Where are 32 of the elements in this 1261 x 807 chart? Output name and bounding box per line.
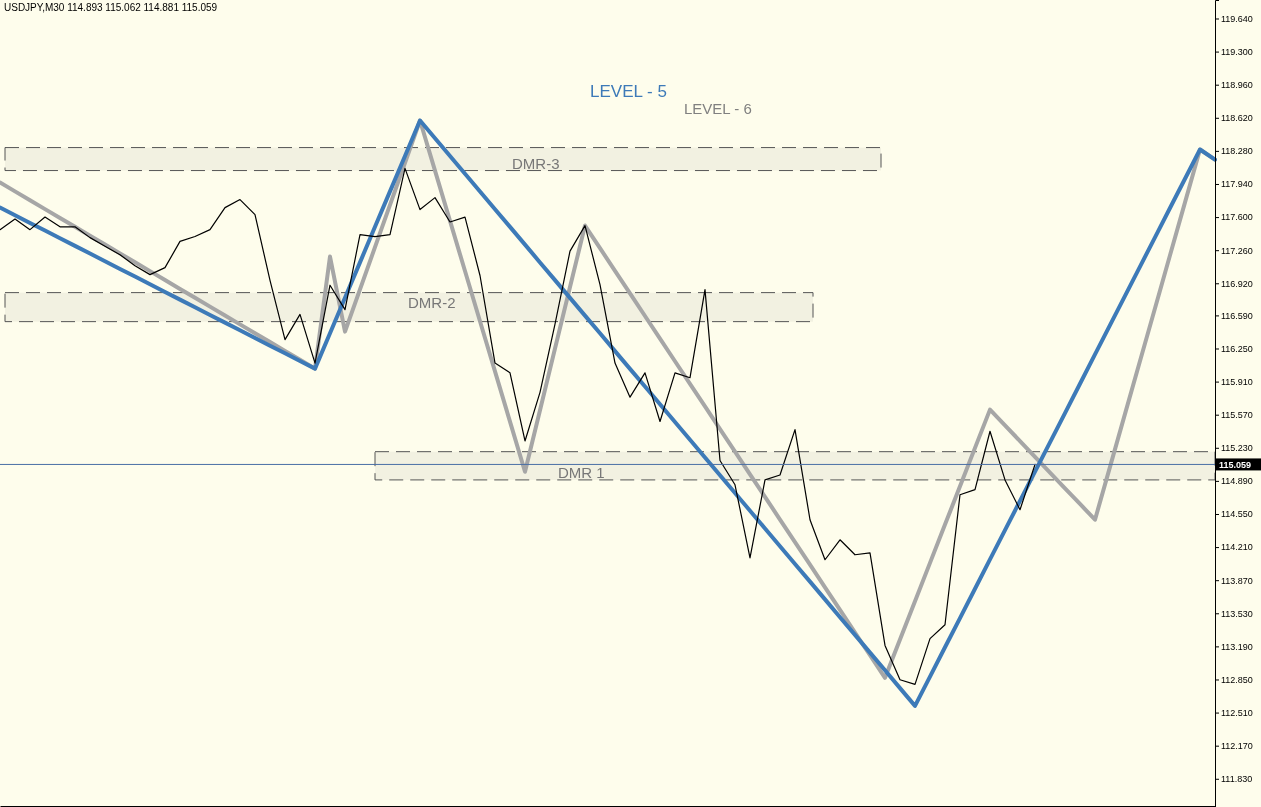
y-tick-label: 115.230 [1221,443,1253,454]
band-label: DMR-3 [512,155,560,172]
y-tick-label: 117.940 [1221,179,1253,190]
y-tick-label: 115.570 [1221,410,1253,421]
y-tick-label: 114.550 [1221,509,1253,520]
y-tick-label: 118.960 [1221,80,1253,91]
band-label: DMR-2 [408,294,456,311]
y-tick-label: 113.870 [1221,575,1253,586]
y-tick-label: 112.850 [1221,674,1253,685]
y-tick-label: 115.910 [1221,376,1253,387]
y-tick-label: 116.920 [1221,278,1253,289]
line-series [0,167,1036,685]
y-tick-label: 112.170 [1221,741,1253,752]
y-tick-label: 113.530 [1221,608,1253,619]
y-tick-label: 116.590 [1221,310,1253,321]
y-tick-label: 113.190 [1221,641,1253,652]
y-tick-label: 112.510 [1221,707,1253,718]
ref-line-label: 115.059 [1219,460,1252,471]
annotation: LEVEL - 6 [684,100,752,117]
y-tick-label: 114.890 [1221,476,1253,487]
y-tick-label: 117.260 [1221,245,1253,256]
chart-title: USDJPY,M30 114.893 115.062 114.881 115.059 [4,2,218,13]
y-tick-label: 114.210 [1221,542,1253,553]
y-tick-label: 118.280 [1221,146,1253,157]
annotation: LEVEL - 5 [590,82,667,101]
y-tick-label: 117.600 [1221,212,1253,223]
y-tick-label: 118.620 [1221,113,1253,124]
y-tick-label: 116.250 [1221,343,1253,354]
y-tick-label: 111.830 [1221,774,1253,785]
y-tick-label: 119.640 [1221,13,1253,24]
y-tick-label: 119.300 [1221,46,1253,57]
band-label: DMR 1 [558,464,605,481]
